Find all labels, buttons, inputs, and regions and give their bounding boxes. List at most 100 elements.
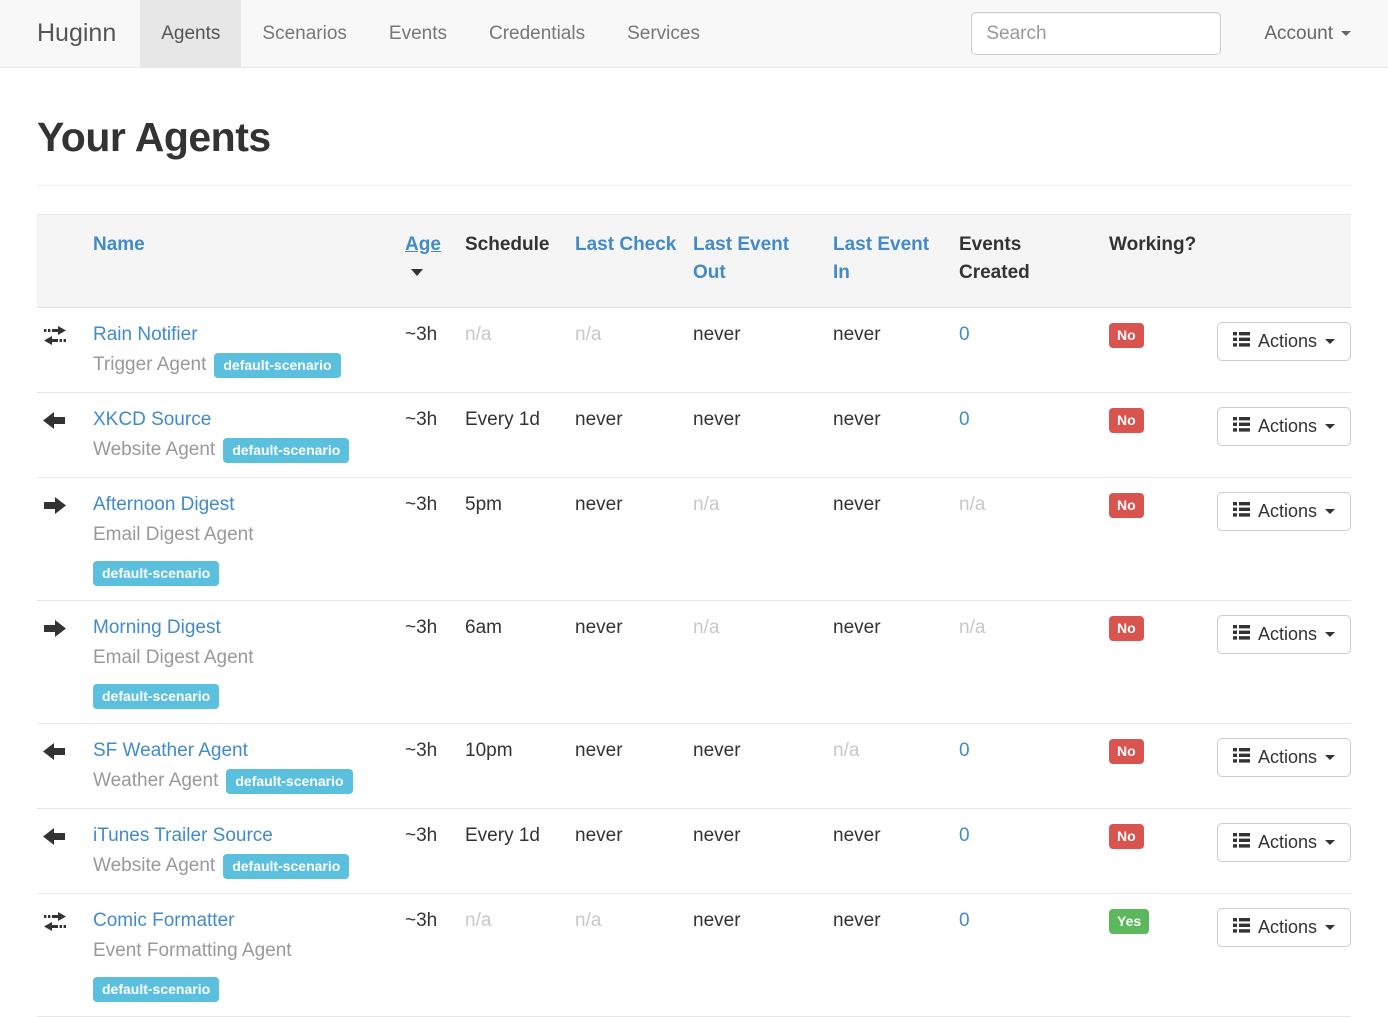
arrow-left-icon <box>43 411 66 437</box>
actions-dropdown-button[interactable]: Actions <box>1217 823 1352 862</box>
actions-label: Actions <box>1258 917 1318 937</box>
working-status-badge[interactable]: No <box>1109 408 1144 433</box>
agent-events-created-cell: 0 <box>951 723 1101 809</box>
agent-age-cell: ~3h <box>397 307 457 393</box>
actions-dropdown-button[interactable]: Actions <box>1217 322 1352 361</box>
header-last-event-in[interactable]: Last Event In <box>825 214 951 308</box>
chevron-down-icon <box>1325 339 1336 344</box>
agent-name-cell: Rain Notifier Trigger Agent default-scena… <box>85 307 397 393</box>
account-menu[interactable]: Account <box>1264 23 1351 45</box>
agent-actions-cell: Actions <box>1209 600 1352 724</box>
scenario-badge[interactable]: default-scenario <box>223 438 350 463</box>
events-count-link[interactable]: 0 <box>959 825 970 846</box>
working-status-badge[interactable]: No <box>1109 616 1144 641</box>
list-icon <box>1233 416 1250 437</box>
agent-last-event-in-cell: never <box>825 307 951 393</box>
navbar-right: Account <box>971 0 1351 67</box>
list-icon <box>1233 747 1250 768</box>
top-navbar: Huginn Agents Scenarios Events Credentials S… <box>0 0 1388 68</box>
agent-name-link[interactable]: Rain Notifier <box>93 324 198 345</box>
agent-age-cell: ~3h <box>397 808 457 894</box>
nav-tab-credentials[interactable]: Credentials <box>488 22 586 44</box>
chevron-down-icon <box>1325 509 1336 514</box>
table-row: SF Weather Agent Weather Agent default-sc… <box>37 723 1352 809</box>
list-icon <box>1233 624 1250 645</box>
agent-events-created-cell: 0 <box>951 893 1101 1017</box>
agent-name-link[interactable]: Morning Digest <box>93 617 221 638</box>
chevron-down-icon <box>1325 840 1336 845</box>
header-age[interactable]: Age <box>397 214 457 308</box>
events-count-link[interactable]: 0 <box>959 324 970 345</box>
header-schedule: Schedule <box>457 214 567 308</box>
agent-meta: Trigger Agent default-scenario <box>93 352 389 378</box>
agent-meta: Website Agent default-scenario <box>93 853 389 879</box>
actions-dropdown-button[interactable]: Actions <box>1217 738 1352 777</box>
scenario-badge[interactable]: default-scenario <box>93 561 220 586</box>
events-count-link[interactable]: 0 <box>959 740 970 761</box>
header-last-check[interactable]: Last Check <box>567 214 685 308</box>
agent-name-link[interactable]: iTunes Trailer Source <box>93 825 273 846</box>
scenario-badge[interactable]: default-scenario <box>223 854 350 879</box>
agent-last-event-in-cell: never <box>825 893 951 1017</box>
scenario-badge[interactable]: default-scenario <box>93 977 220 1002</box>
scenario-badge[interactable]: default-scenario <box>226 769 353 794</box>
working-status-badge[interactable]: No <box>1109 739 1144 764</box>
page-title: Your Agents <box>37 114 271 160</box>
events-count-link[interactable]: 0 <box>959 409 970 430</box>
scenario-badge[interactable]: default-scenario <box>214 353 341 378</box>
agent-last-event-in-cell: never <box>825 600 951 724</box>
title-divider <box>37 185 1351 186</box>
agent-name-link[interactable]: Afternoon Digest <box>93 494 235 515</box>
header-name[interactable]: Name <box>85 214 397 308</box>
agent-type-label: Event Formatting Agent <box>93 940 292 961</box>
agent-meta: Weather Agent default-scenario <box>93 768 389 794</box>
scenario-badge[interactable]: default-scenario <box>93 684 220 709</box>
header-icon-spacer <box>37 214 85 308</box>
agent-name-link[interactable]: XKCD Source <box>93 409 212 430</box>
agent-events-created-cell: n/a <box>951 477 1101 601</box>
nav-tab-services[interactable]: Services <box>627 22 700 44</box>
working-status-badge[interactable]: No <box>1109 824 1144 849</box>
agent-name-link[interactable]: Comic Formatter <box>93 910 235 931</box>
actions-dropdown-button[interactable]: Actions <box>1217 407 1352 446</box>
agent-last-event-out-cell: never <box>685 893 825 1017</box>
header-last-event-out[interactable]: Last Event Out <box>685 214 825 308</box>
search-input[interactable] <box>971 12 1222 55</box>
agent-last-event-out-cell: never <box>685 307 825 393</box>
nav-tab-events[interactable]: Events <box>388 22 447 44</box>
working-status-badge[interactable]: No <box>1109 323 1144 348</box>
nav-tab-scenarios[interactable]: Scenarios <box>262 22 347 44</box>
chevron-down-icon <box>1341 31 1351 36</box>
actions-label: Actions <box>1258 416 1318 436</box>
account-label: Account <box>1264 22 1333 44</box>
header-working: Working? <box>1101 214 1209 308</box>
actions-dropdown-button[interactable]: Actions <box>1217 492 1352 531</box>
table-header-row: Name Age Schedule Last Check Last Event … <box>37 214 1351 308</box>
nav-tab-agents[interactable]: Agents <box>140 0 242 67</box>
agent-last-check-cell: n/a <box>567 893 685 1017</box>
agent-age-cell: ~3h <box>397 600 457 724</box>
agent-events-created-cell: 0 <box>951 307 1101 393</box>
agent-direction-cell <box>37 893 85 1017</box>
agent-meta: Event Formatting Agent default-scenario <box>93 938 389 1002</box>
events-count-link[interactable]: 0 <box>959 910 970 931</box>
agent-last-check-cell: never <box>567 723 685 809</box>
events-count-link[interactable]: n/a <box>959 494 986 515</box>
agent-last-event-in-cell: never <box>825 477 951 601</box>
agent-working-cell: No <box>1101 600 1209 724</box>
agent-direction-cell <box>37 307 85 393</box>
agent-schedule-cell: n/a <box>457 307 567 393</box>
brand-logo[interactable]: Huginn <box>37 19 117 47</box>
agent-meta: Email Digest Agent default-scenario <box>93 522 389 586</box>
actions-dropdown-button[interactable]: Actions <box>1217 908 1352 947</box>
arrow-right-icon <box>43 619 66 645</box>
events-count-link[interactable]: n/a <box>959 617 986 638</box>
chevron-down-icon <box>1325 632 1336 637</box>
agent-working-cell: No <box>1101 723 1209 809</box>
actions-label: Actions <box>1258 832 1318 852</box>
working-status-badge[interactable]: No <box>1109 493 1144 518</box>
working-status-badge[interactable]: Yes <box>1109 909 1150 934</box>
actions-dropdown-button[interactable]: Actions <box>1217 615 1352 654</box>
agent-type-label: Trigger Agent <box>93 354 207 375</box>
agent-name-link[interactable]: SF Weather Agent <box>93 740 248 761</box>
